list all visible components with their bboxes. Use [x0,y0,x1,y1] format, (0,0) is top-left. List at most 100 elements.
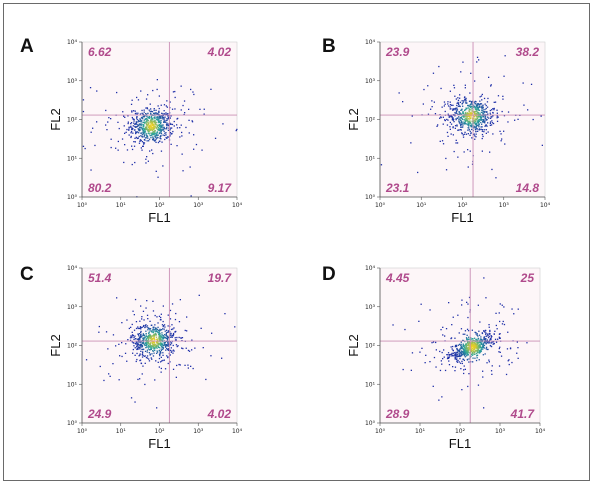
event-point [142,365,144,367]
event-point [424,362,426,364]
event-point [193,134,195,136]
x-tick-label: 10⁴ [540,202,551,209]
event-point [480,346,482,349]
event-point [156,117,159,119]
event-point [153,125,155,127]
event-point [456,109,459,111]
quadrant-lower-right: 41.7 [510,407,536,421]
event-point [136,117,138,119]
event-point [138,355,140,357]
x-tick-label: 10² [457,202,468,209]
event-point [469,106,472,109]
event-point [153,326,155,328]
event-point [142,310,145,312]
event-point [475,116,478,118]
event-point [130,123,132,125]
event-point [478,359,480,361]
event-point [164,121,166,123]
event-point [117,140,119,143]
event-point [462,343,464,345]
event-point [472,106,475,108]
event-point [447,101,449,103]
event-point [134,354,136,356]
event-point [155,170,157,172]
event-point [132,352,134,354]
event-point [158,329,160,332]
event-point [169,131,172,134]
event-point [481,115,483,117]
event-point [456,107,458,109]
event-point [173,327,175,329]
event-point [167,356,169,359]
event-point [477,344,480,347]
event-point [151,339,153,341]
event-point [135,132,137,134]
event-point [123,115,125,117]
event-point [495,312,497,314]
event-point [456,125,458,127]
event-point [474,349,476,351]
event-point [159,140,161,142]
event-point [481,137,483,140]
event-point [461,351,463,353]
event-point [493,342,495,345]
event-point [514,119,516,121]
event-point [503,306,505,308]
event-point [486,106,489,108]
event-point [454,344,457,347]
event-point [468,346,470,348]
event-point [422,103,424,105]
event-point [169,123,171,125]
event-point [450,133,452,135]
event-point [141,149,143,151]
event-point [82,110,85,113]
event-point [131,334,134,336]
event-point [149,150,151,152]
event-point [157,137,159,139]
event-point [459,117,461,119]
event-point [143,111,145,113]
event-point [143,119,145,121]
event-point [476,351,479,353]
event-point [462,348,465,350]
event-point [140,343,142,346]
event-point [478,104,480,106]
event-point [140,328,142,330]
event-point [168,349,170,351]
event-point [159,361,162,363]
event-point [149,346,151,348]
event-point [468,122,470,125]
event-point [458,351,461,353]
event-point [182,104,184,107]
event-point [465,117,467,119]
event-point [447,354,449,356]
event-point [447,135,449,137]
event-point [463,114,466,117]
event-point [392,324,394,326]
event-point [148,127,150,129]
event-point [153,128,155,130]
event-point [477,120,480,122]
event-point [476,112,478,114]
event-point [170,115,172,117]
event-point [466,351,468,353]
event-point [144,344,146,347]
event-point [486,348,488,351]
event-point [452,345,454,348]
event-point [145,107,147,109]
event-point [140,123,142,125]
event-point [99,365,101,368]
event-point [143,131,146,133]
event-point [96,90,98,92]
event-point [126,149,129,151]
event-point [488,361,490,363]
event-point [158,120,160,122]
event-point [503,115,506,117]
event-point [152,123,154,125]
event-point [160,130,162,132]
event-point [224,313,226,315]
event-point [481,119,484,121]
event-point [462,333,464,335]
event-point [411,115,413,117]
event-point [149,328,152,330]
